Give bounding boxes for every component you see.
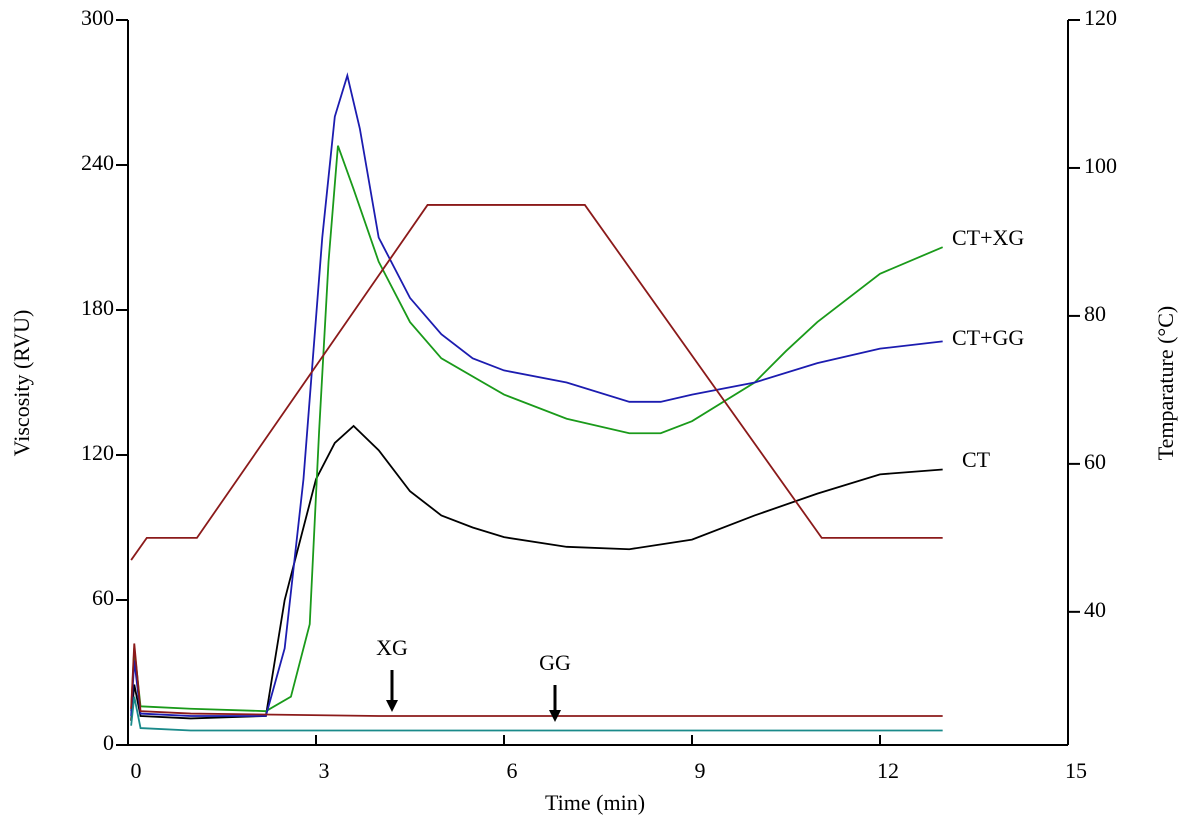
y-tick-label: 180 (81, 295, 114, 320)
arrow-head (549, 710, 561, 722)
series-label: CT+GG (952, 325, 1024, 350)
x-tick-label: 15 (1065, 758, 1087, 783)
x-tick-label: 9 (695, 758, 706, 783)
x-tick-label: 12 (877, 758, 899, 783)
y-tick-label: 60 (92, 585, 114, 610)
line (130, 145, 944, 713)
line (130, 72, 943, 717)
line (130, 643, 943, 717)
series-label: XG (376, 635, 408, 660)
y-tick-label: 120 (81, 440, 114, 465)
y-axis-label: Viscosity (RVU) (9, 310, 34, 457)
arrow-head (386, 700, 398, 712)
x-tick-label: 3 (319, 758, 330, 783)
line (130, 696, 943, 732)
y2-tick-label: 60 (1084, 449, 1106, 474)
y-tick-label: 240 (81, 150, 114, 175)
y2-tick-label: 120 (1084, 5, 1117, 30)
y2-tick-label: 40 (1084, 597, 1106, 622)
series-label: CT+XG (952, 225, 1024, 250)
y2-tick-label: 80 (1084, 301, 1106, 326)
series-label: GG (539, 650, 571, 675)
y2-axis-label: Temparature (°C) (1153, 306, 1178, 460)
line (130, 424, 943, 721)
y-tick-label: 0 (103, 730, 114, 755)
series-label: CT (962, 447, 991, 472)
line (130, 204, 943, 561)
x-tick-label: 6 (507, 758, 518, 783)
x-tick-label: 0 (131, 758, 142, 783)
y2-tick-label: 100 (1084, 153, 1117, 178)
x-axis-label: Time (min) (545, 790, 645, 815)
y-tick-label: 300 (81, 5, 114, 30)
